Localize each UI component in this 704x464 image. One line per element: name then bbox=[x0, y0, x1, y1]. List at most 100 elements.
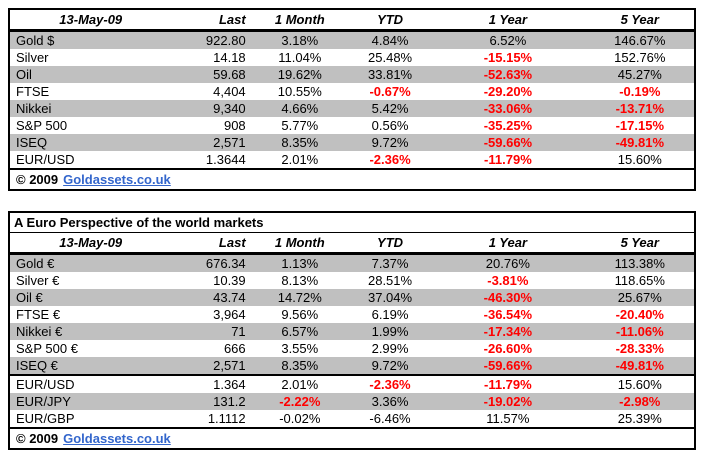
asset-name: Gold € bbox=[9, 253, 170, 272]
value-cell: 3.18% bbox=[249, 30, 350, 49]
value-cell: 1.364 bbox=[169, 374, 250, 393]
value-cell: -28.33% bbox=[615, 341, 664, 356]
column-header-row: 13-May-09 Last 1 Month YTD 1 Year 5 Year bbox=[9, 9, 695, 32]
value-cell: 113.38% bbox=[585, 253, 695, 272]
value-cell: 9.72% bbox=[349, 134, 431, 151]
table-row: EUR/GBP 1.1112 -0.02% -6.46% 11.57% 25.39% bbox=[9, 410, 695, 428]
value-cell: -17.34% bbox=[430, 323, 586, 340]
table-row: Nikkei €71 6.57% 1.99% -17.34% -11.06% bbox=[9, 323, 695, 340]
value-cell: 7.37% bbox=[349, 253, 431, 272]
value-cell: 2.01% bbox=[249, 374, 350, 393]
goldassets-link[interactable]: Goldassets.co.uk bbox=[63, 172, 171, 187]
column-header-5-year: 5 Year bbox=[585, 232, 695, 255]
value-cell: 15.60% bbox=[617, 152, 662, 167]
asset-name: EUR/GBP bbox=[16, 411, 75, 426]
value-cell: 25.48% bbox=[368, 50, 413, 65]
value-cell: -11.79% bbox=[430, 374, 586, 393]
table-row: EUR/USD 1.364 2.01% -2.36% -11.79% 15.60% bbox=[9, 374, 695, 393]
value-cell: -0.67% bbox=[369, 84, 411, 99]
value-cell: 1.13% bbox=[249, 253, 350, 272]
table-row: ISEQ €2,571 8.35% 9.72% -59.66% -49.81% bbox=[9, 357, 695, 375]
value-cell: 3.36% bbox=[349, 393, 431, 410]
column-header-1-year: 1 Year bbox=[430, 232, 586, 255]
value-cell: 6.19% bbox=[371, 307, 409, 322]
value-cell: -2.22% bbox=[249, 393, 350, 410]
table-title-row: A Euro Perspective of the world markets bbox=[9, 212, 695, 233]
copyright-text: © 2009 bbox=[16, 172, 59, 187]
value-cell: 152.76% bbox=[614, 50, 666, 65]
value-cell: 5.77% bbox=[281, 118, 319, 133]
value-cell: 9.56% bbox=[281, 307, 319, 322]
value-cell: -36.54% bbox=[483, 307, 533, 322]
table-row: Silver € 10.39 8.13% 28.51% -3.81% 118.65% bbox=[9, 272, 695, 289]
value-cell: -2.36% bbox=[369, 152, 411, 167]
value-cell: -49.81% bbox=[585, 134, 695, 151]
copyright-cell: © 2009 Goldassets.co.uk bbox=[9, 427, 695, 449]
value-cell: 3,964 bbox=[213, 307, 246, 322]
value-cell: 1.3644 bbox=[205, 152, 246, 167]
table-row: Silver 14.18 11.04% 25.48% -15.15% 152.76% bbox=[9, 49, 695, 66]
table-row: ISEQ 2,571 8.35% 9.72% -59.66% -49.81% bbox=[9, 134, 695, 151]
value-cell: -3.81% bbox=[487, 273, 529, 288]
asset-name: S&P 500 € bbox=[16, 341, 78, 356]
table-row: FTSE 4,404 10.55% -0.67% -29.20% -0.19% bbox=[9, 83, 695, 100]
value-cell: 9.72% bbox=[349, 357, 431, 375]
value-cell: 20.76% bbox=[430, 253, 586, 272]
asset-name: EUR/JPY bbox=[9, 393, 170, 410]
value-cell: -11.06% bbox=[585, 323, 695, 340]
column-header-1-month: 1 Month bbox=[249, 232, 350, 255]
column-header-13-may-09: 13-May-09 bbox=[9, 232, 170, 255]
value-cell: 6.52% bbox=[430, 30, 586, 49]
value-cell: -17.15% bbox=[615, 118, 665, 133]
value-cell: 131.2 bbox=[169, 393, 250, 410]
value-cell: -35.25% bbox=[483, 118, 533, 133]
value-cell: -13.71% bbox=[585, 100, 695, 117]
value-cell: -46.30% bbox=[430, 289, 586, 306]
value-cell: 4.84% bbox=[349, 30, 431, 49]
table-title: A Euro Perspective of the world markets bbox=[9, 212, 695, 233]
copyright-row: © 2009 Goldassets.co.uk bbox=[9, 168, 695, 190]
value-cell: 922.80 bbox=[169, 30, 250, 49]
table-row: Oil €43.74 14.72% 37.04% -46.30% 25.67% bbox=[9, 289, 695, 306]
table-row: EUR/USD 1.3644 2.01% -2.36% -11.79% 15.60% bbox=[9, 151, 695, 169]
value-cell: -59.66% bbox=[430, 134, 586, 151]
value-cell: -19.02% bbox=[430, 393, 586, 410]
copyright-row: © 2009 Goldassets.co.uk bbox=[9, 427, 695, 449]
value-cell: 118.65% bbox=[614, 273, 665, 288]
value-cell: 676.34 bbox=[169, 253, 250, 272]
value-cell: 8.13% bbox=[281, 273, 319, 288]
value-cell: -15.15% bbox=[483, 50, 533, 65]
asset-name: FTSE bbox=[16, 84, 50, 99]
column-header-ytd: YTD bbox=[349, 9, 431, 32]
asset-name: EUR/USD bbox=[9, 374, 170, 393]
column-header-row: 13-May-09 Last 1 Month YTD 1 Year 5 Year bbox=[9, 232, 695, 255]
column-header-1-year: 1 Year bbox=[430, 9, 586, 32]
asset-name: Oil € bbox=[9, 289, 170, 306]
table-row: Nikkei 9,340 4.66% 5.42% -33.06% -13.71% bbox=[9, 100, 695, 117]
value-cell: -26.60% bbox=[483, 341, 533, 356]
asset-name: Silver € bbox=[16, 273, 60, 288]
goldassets-link[interactable]: Goldassets.co.uk bbox=[63, 431, 171, 446]
value-cell: -49.81% bbox=[585, 357, 695, 375]
value-cell: -11.79% bbox=[484, 152, 532, 167]
value-cell: -29.20% bbox=[483, 84, 533, 99]
value-cell: 45.27% bbox=[585, 66, 695, 83]
value-cell: -2.98% bbox=[585, 393, 695, 410]
value-cell: 666 bbox=[223, 341, 246, 356]
asset-name: ISEQ € bbox=[9, 357, 170, 375]
value-cell: 1.99% bbox=[349, 323, 431, 340]
value-cell: 19.62% bbox=[249, 66, 350, 83]
asset-name: Nikkei € bbox=[9, 323, 170, 340]
table-row: EUR/JPY 131.2 -2.22% 3.36% -19.02% -2.98% bbox=[9, 393, 695, 410]
value-cell: -59.66% bbox=[430, 357, 586, 375]
value-cell: 14.72% bbox=[249, 289, 350, 306]
value-cell: 0.56% bbox=[371, 118, 409, 133]
asset-name: Silver bbox=[16, 50, 49, 65]
value-cell: 11.57% bbox=[486, 411, 530, 426]
table-row: Gold €676.34 1.13% 7.37% 20.76% 113.38% bbox=[9, 253, 695, 272]
value-cell: 9,340 bbox=[169, 100, 250, 117]
value-cell: 146.67% bbox=[585, 30, 695, 49]
column-header-1-month: 1 Month bbox=[249, 9, 350, 32]
table-row: S&P 500 € 666 3.55% 2.99% -26.60% -28.33% bbox=[9, 340, 695, 357]
asset-name: EUR/USD bbox=[16, 152, 75, 167]
